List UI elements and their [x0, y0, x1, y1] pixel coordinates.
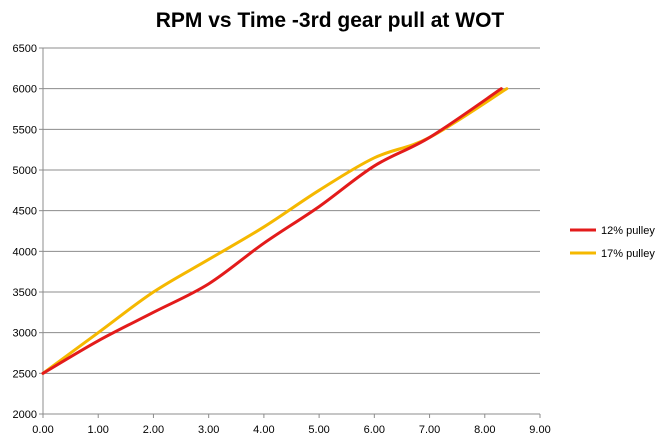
x-tick-label: 0.00	[32, 424, 53, 436]
y-tick-label: 2500	[13, 368, 37, 380]
y-tick-label: 6500	[13, 43, 37, 55]
chart-title: RPM vs Time -3rd gear pull at WOT	[156, 9, 505, 32]
y-tick-labels: 2000 2500 3000 3500 4000 4500 5000 5500 6000 6500	[13, 43, 37, 421]
x-tick-label: 3.00	[198, 424, 219, 436]
x-tick-label: 6.00	[364, 424, 385, 436]
y-tick-label: 5000	[13, 165, 37, 177]
x-tick-label: 7.00	[419, 424, 440, 436]
y-tick-label: 6000	[13, 84, 37, 96]
y-tick-label: 5500	[13, 124, 37, 136]
legend-label: 12% pulley	[601, 225, 655, 237]
x-tick-label: 5.00	[308, 424, 329, 436]
y-tick-label: 4500	[13, 206, 37, 218]
x-tick-label: 8.00	[474, 424, 495, 436]
y-tick-label: 2000	[13, 409, 37, 421]
series-lines	[41, 87, 509, 375]
gridlines	[43, 47, 540, 415]
y-tick-label: 3500	[13, 287, 37, 299]
legend-label: 17% pulley	[601, 248, 655, 260]
x-tick-labels: 0.00 1.00 2.00 3.00 4.00 5.00 6.00 7.00 8.00 9.00	[32, 424, 550, 436]
x-tick-label: 9.00	[529, 424, 550, 436]
x-tick-label: 4.00	[253, 424, 274, 436]
x-tick-label: 1.00	[88, 424, 109, 436]
y-tick-label: 4000	[13, 246, 37, 258]
x-tick-label: 2.00	[143, 424, 164, 436]
series-line-12-percent-pulley	[41, 87, 503, 375]
y-tick-label: 3000	[13, 328, 37, 340]
axes	[39, 47, 541, 418]
legend: 12% pulley 17% pulley	[570, 225, 655, 260]
